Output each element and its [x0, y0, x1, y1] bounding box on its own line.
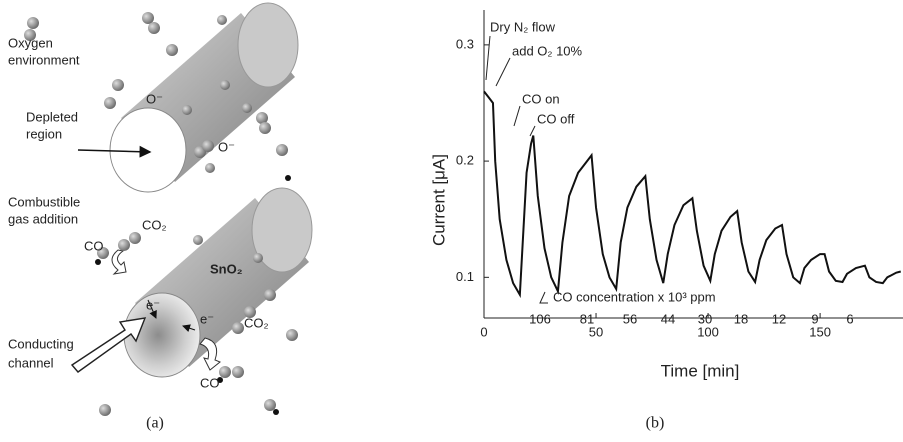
label: Conducting	[8, 336, 74, 351]
label: CO	[84, 238, 104, 253]
caption: (a)	[146, 415, 164, 432]
label: Oxygen	[8, 35, 53, 50]
concentration-label: 30	[698, 311, 712, 326]
label: region	[26, 126, 62, 141]
data-line	[483, 90, 902, 299]
diagram-shapes	[24, 2, 313, 416]
annotation: CO concentration x 10³ ppm	[553, 289, 716, 304]
label: gas addition	[8, 211, 78, 226]
x-tick-label: 100	[697, 324, 719, 339]
label: SnO₂	[210, 261, 243, 276]
y-tick-label: 0.3	[456, 36, 474, 51]
label: Depleted	[26, 109, 78, 124]
concentration-label: 106	[529, 311, 551, 326]
y-axis-label: Current [μA]	[429, 154, 448, 246]
label: environment	[8, 52, 80, 67]
x-axis-label: Time [min]	[661, 361, 740, 380]
annotation: CO off	[537, 111, 575, 126]
concentration-label: 12	[772, 311, 786, 326]
annotation: CO on	[522, 91, 560, 106]
annotation: add O₂ 10%	[512, 43, 583, 58]
label: CO	[200, 375, 220, 390]
label: channel	[8, 355, 54, 370]
label: e⁻	[200, 311, 214, 326]
diagram-labels: Oxygen environment O⁻ O⁻ Depleted region…	[8, 35, 269, 390]
annotation: Dry N₂ flow	[490, 19, 556, 34]
leader-lines	[485, 35, 548, 304]
concentration-label: 56	[623, 311, 637, 326]
label: Combustible	[8, 194, 80, 209]
label: O⁻	[218, 139, 235, 154]
concentration-label: 18	[734, 311, 748, 326]
label: e⁻	[146, 297, 160, 312]
label: O⁻	[146, 91, 163, 106]
concentration-label: 81	[580, 311, 594, 326]
concentration-label: 9	[811, 311, 818, 326]
y-tick-label: 0.2	[456, 153, 474, 168]
y-tick-label: 0.1	[456, 269, 474, 284]
concentration-label: 6	[846, 311, 853, 326]
concentration-label: 44	[661, 311, 675, 326]
x-tick-label: 0	[480, 324, 487, 339]
label: CO₂	[244, 315, 269, 330]
caption: (b)	[646, 415, 665, 432]
x-tick-label: 50	[589, 324, 603, 339]
x-tick-label: 150	[809, 324, 831, 339]
label: CO₂	[142, 217, 167, 232]
